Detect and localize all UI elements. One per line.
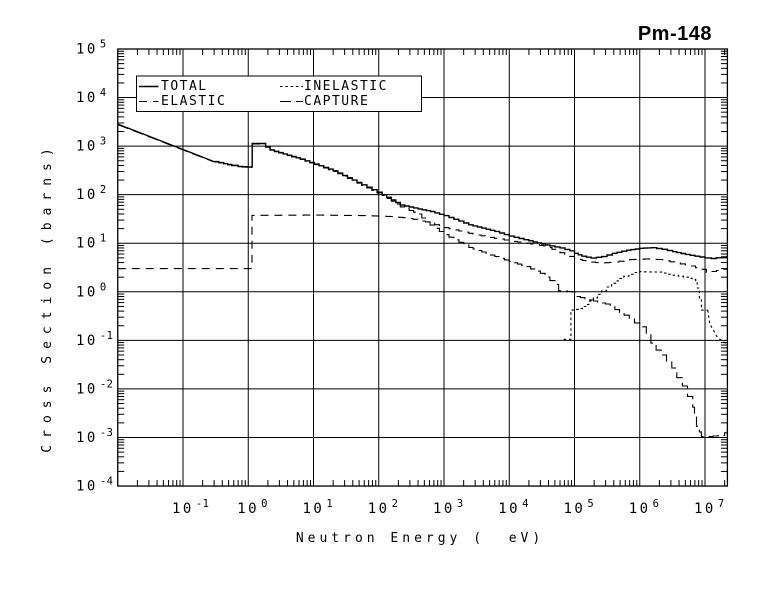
legend-label-total: TOTAL [161,79,208,94]
tick-labels: 10 5 10 4 10 3 10 2 10 1 10 0 10 -1 10 -2 10 -3 10 -4 10 -1 10… [76,39,725,518]
y-tick-label: 10 -1 [76,330,114,349]
x-tick-label: 10 7 [694,498,725,517]
legend-label-capture: CAPTURE [304,94,370,109]
x-tick-label: 10 0 [237,498,268,517]
curve-inelastic [563,271,728,345]
gridlines [117,49,728,487]
x-tick-label: 10 5 [564,498,595,517]
y-tick-label: 10 0 [76,281,107,300]
y-tick-label: 10 4 [76,87,107,106]
legend-label-inelastic: INELASTIC [304,79,388,94]
x-tick-label: 10 6 [629,498,660,517]
plot-title: Pm-148 [637,23,712,45]
x-tick-label: 10 -1 [172,498,210,517]
minor-ticks [117,49,728,487]
y-tick-label: 10 5 [76,39,107,58]
y-tick-label: 10 -4 [76,476,114,495]
x-tick-label: 10 1 [303,498,334,517]
plot-frame [117,48,729,487]
legend-label-elastic: ELASTIC [161,94,227,109]
y-tick-label: 10 2 [76,184,107,203]
y-tick-label: 10 -3 [76,427,114,446]
y-axis-label: Cross Section (barns) [40,141,55,453]
x-tick-label: 10 4 [498,498,529,517]
y-tick-label: 10 3 [76,136,107,155]
curve-elastic [117,214,728,274]
legend-box [136,75,422,112]
x-tick-label: 10 3 [433,498,464,517]
curves [117,123,728,438]
x-tick-label: 10 2 [368,498,399,517]
x-axis-label: Neutron Energy ( eV) [295,531,545,546]
curve-capture [117,124,728,438]
curve-total [117,123,728,260]
y-tick-label: 10 1 [76,233,107,252]
y-tick-label: 10 -2 [76,378,114,397]
